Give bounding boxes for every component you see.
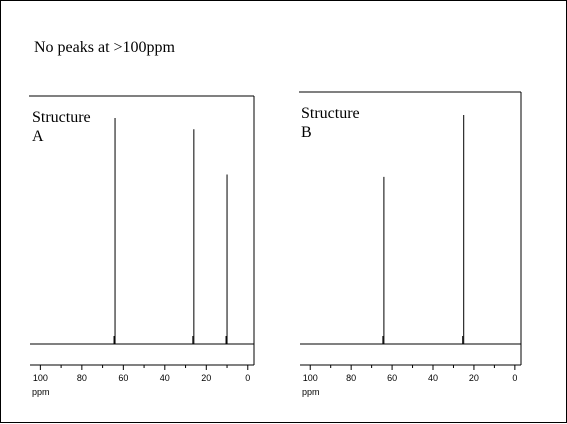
- spectrum-0-tick-label-80: 80: [77, 373, 87, 383]
- structure-b-label-line1: Structure: [301, 105, 360, 122]
- spectrum-1-x-label: ppm: [302, 387, 320, 397]
- structure-b-label: Structure B: [301, 104, 360, 142]
- spectrum-1-tick-label-0: 0: [512, 373, 517, 383]
- spectrum-0-x-label: ppm: [32, 387, 50, 397]
- spectrum-1-tick-label-100: 100: [303, 373, 318, 383]
- structure-a-label-line2: A: [32, 128, 44, 145]
- spectrum-0-tick-label-100: 100: [33, 373, 48, 383]
- spectrum-1-tick-label-60: 60: [387, 373, 397, 383]
- spectrum-0-tick-label-0: 0: [245, 373, 250, 383]
- structure-b-label-line2: B: [301, 124, 312, 141]
- spectrum-0-tick-label-20: 20: [201, 373, 211, 383]
- note-text: No peaks at >100ppm: [34, 39, 175, 56]
- spectrum-1-tick-label-40: 40: [428, 373, 438, 383]
- spectrum-0-tick-label-40: 40: [160, 373, 170, 383]
- structure-a-label-line1: Structure: [32, 109, 91, 126]
- spectrum-1-tick-label-80: 80: [346, 373, 356, 383]
- spectrum-0-tick-label-60: 60: [118, 373, 128, 383]
- spectrum-1-tick-label-20: 20: [469, 373, 479, 383]
- structure-a-label: Structure A: [32, 108, 91, 146]
